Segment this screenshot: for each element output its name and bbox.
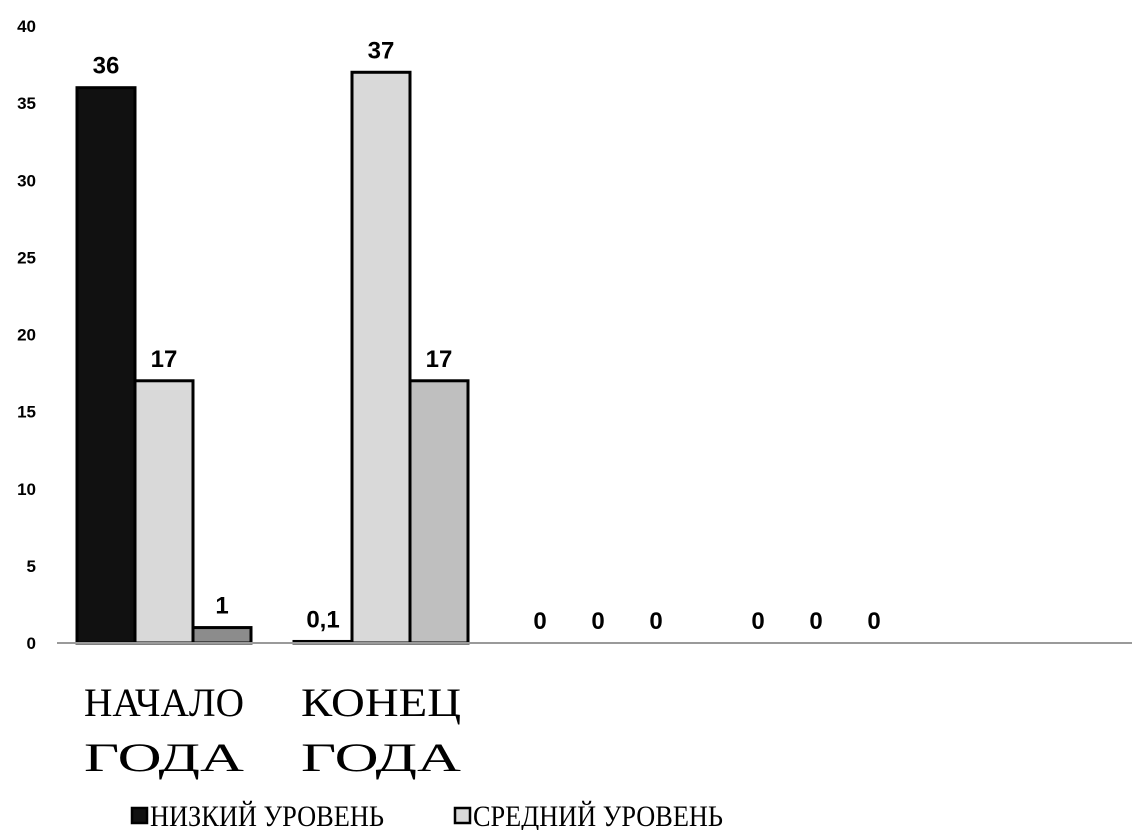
y-tick-label: 5 xyxy=(27,557,36,576)
legend: НИЗКИЙ УРОВЕНЬ СРЕДНИЙ УРОВЕНЬ xyxy=(130,800,723,830)
data-label: 17 xyxy=(426,346,453,373)
bar-series-3-category-1 xyxy=(191,626,253,645)
category-label: ГОДА xyxy=(301,735,461,780)
category-label: КОНЕЦ xyxy=(301,680,461,725)
bars xyxy=(75,70,470,645)
data-label: 0 xyxy=(649,608,662,635)
y-tick-label: 20 xyxy=(17,326,36,345)
data-label: 0 xyxy=(751,608,764,635)
legend-label: НИЗКИЙ УРОВЕНЬ xyxy=(150,800,384,830)
data-label: 0 xyxy=(591,608,604,635)
data-label: 37 xyxy=(368,37,395,64)
legend-swatch xyxy=(130,806,149,825)
y-tick-label: 40 xyxy=(17,17,36,36)
y-tick-label: 0 xyxy=(27,634,36,653)
data-label: 36 xyxy=(93,53,120,80)
bar-series-1-category-1 xyxy=(75,86,137,645)
data-label: 0 xyxy=(809,608,822,635)
data-labels: 36 0,1 0 0 17 37 0 0 1 17 0 0 xyxy=(93,37,881,635)
y-tick-label: 10 xyxy=(17,480,36,499)
legend-label: СРЕДНИЙ УРОВЕНЬ xyxy=(473,800,723,830)
bar-series-2-category-1 xyxy=(133,379,195,645)
category-label: ГОДА xyxy=(84,735,244,780)
data-label: 0 xyxy=(533,608,546,635)
data-label: 0 xyxy=(867,608,880,635)
bar-series-3-category-2 xyxy=(408,379,470,645)
y-tick-label: 30 xyxy=(17,171,36,190)
y-tick-label: 25 xyxy=(17,248,36,267)
y-axis-ticks: 0 5 10 15 20 25 30 35 40 xyxy=(17,17,36,653)
data-label: 17 xyxy=(151,346,178,373)
y-tick-label: 35 xyxy=(17,94,36,113)
data-label: 1 xyxy=(215,593,228,620)
y-tick-label: 15 xyxy=(17,403,36,422)
data-label: 0,1 xyxy=(306,606,339,633)
category-labels: НАЧАЛО ГОДА КОНЕЦ ГОДА xyxy=(84,680,461,780)
bar-series-2-category-2 xyxy=(350,70,412,645)
category-label: НАЧАЛО xyxy=(84,680,244,725)
legend-swatch xyxy=(453,806,472,825)
